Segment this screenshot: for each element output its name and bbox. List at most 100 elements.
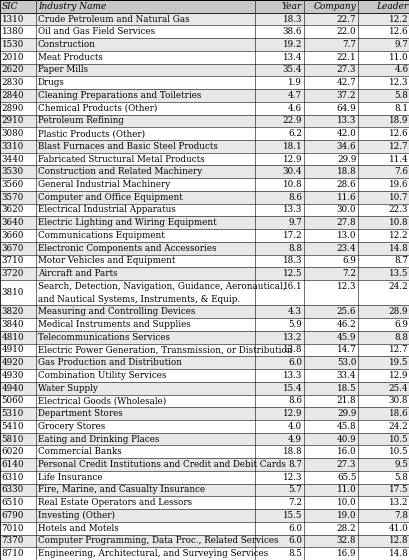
Text: and Nautical Systems, Instruments, & Equip.: and Nautical Systems, Instruments, & Equ… [38,295,239,304]
Text: 38.6: 38.6 [282,27,301,36]
Bar [0,433,409,445]
Text: Chemical Products (Other): Chemical Products (Other) [38,104,157,113]
Text: 7.8: 7.8 [393,511,407,520]
Bar [0,395,409,407]
Text: Fabricated Structural Metal Products: Fabricated Structural Metal Products [38,155,204,164]
Text: 4.6: 4.6 [288,104,301,113]
Text: 10.8: 10.8 [388,218,407,227]
Bar [0,369,409,382]
Text: 13.3: 13.3 [282,206,301,214]
Bar [0,51,409,64]
Text: 45.8: 45.8 [336,422,355,431]
Text: 16.1: 16.1 [282,282,301,291]
Text: 35.4: 35.4 [282,66,301,74]
Text: 40.9: 40.9 [336,435,355,444]
Text: 19.2: 19.2 [282,40,301,49]
Bar [0,76,409,89]
Text: 4.9: 4.9 [288,435,301,444]
Text: 19.6: 19.6 [388,180,407,189]
Text: 3310: 3310 [2,142,24,151]
Text: Motor Vehicles and Equipment: Motor Vehicles and Equipment [38,256,175,265]
Text: 16.0: 16.0 [336,447,355,456]
Text: Eating and Drinking Places: Eating and Drinking Places [38,435,159,444]
Text: 28.2: 28.2 [336,524,355,533]
Text: 41.0: 41.0 [388,524,407,533]
Text: 2620: 2620 [2,66,24,74]
Text: 14.7: 14.7 [336,346,355,354]
Bar [0,547,409,560]
Text: 7.7: 7.7 [342,40,355,49]
Text: Paper Mills: Paper Mills [38,66,88,74]
Text: Electronic Components and Accessories: Electronic Components and Accessories [38,244,216,253]
Bar [0,204,409,216]
Text: 3810: 3810 [2,288,24,297]
Text: 18.3: 18.3 [282,15,301,24]
Bar [0,242,409,255]
Bar [0,153,409,165]
Text: 15.5: 15.5 [282,511,301,520]
Text: 12.6: 12.6 [388,129,407,138]
Text: 8.5: 8.5 [288,549,301,558]
Text: 14.8: 14.8 [388,244,407,253]
Text: 3530: 3530 [2,167,24,176]
Bar [0,115,409,127]
Text: 6.2: 6.2 [288,129,301,138]
Text: 10.5: 10.5 [388,435,407,444]
Text: 12.3: 12.3 [282,473,301,482]
Text: 22.7: 22.7 [336,15,355,24]
Text: 6330: 6330 [2,486,24,494]
Text: 10.0: 10.0 [336,498,355,507]
Text: 12.7: 12.7 [388,142,407,151]
Text: 18.5: 18.5 [336,384,355,393]
Text: 1530: 1530 [2,40,24,49]
Bar [0,102,409,115]
Text: 32.8: 32.8 [336,536,355,545]
Text: 17.2: 17.2 [282,231,301,240]
Text: 9.5: 9.5 [393,460,407,469]
Text: 6020: 6020 [2,447,24,456]
Text: Construction and Related Machinery: Construction and Related Machinery [38,167,202,176]
Text: 24.2: 24.2 [388,422,407,431]
Bar [0,445,409,458]
Bar [0,38,409,51]
Text: 2010: 2010 [2,53,24,62]
Text: Blast Furnaces and Basic Steel Products: Blast Furnaces and Basic Steel Products [38,142,217,151]
Text: 6.0: 6.0 [288,358,301,367]
Text: Electric Lighting and Wiring Equipment: Electric Lighting and Wiring Equipment [38,218,216,227]
Text: 3620: 3620 [2,206,24,214]
Text: 8.8: 8.8 [288,244,301,253]
Text: 4940: 4940 [2,384,24,393]
Text: 8710: 8710 [2,549,24,558]
Bar [0,0,409,13]
Text: 7.2: 7.2 [342,269,355,278]
Text: Electrical Goods (Wholesale): Electrical Goods (Wholesale) [38,396,166,405]
Bar [0,13,409,25]
Text: 22.3: 22.3 [388,206,407,214]
Text: 10.7: 10.7 [388,193,407,202]
Text: 7.2: 7.2 [288,498,301,507]
Bar [0,229,409,242]
Bar [0,382,409,395]
Text: 23.4: 23.4 [336,244,355,253]
Text: 12.9: 12.9 [282,155,301,164]
Text: 24.2: 24.2 [388,282,407,291]
Text: 18.9: 18.9 [388,116,407,125]
Text: 13.2: 13.2 [388,498,407,507]
Text: 6.9: 6.9 [342,256,355,265]
Text: 8.8: 8.8 [393,333,407,342]
Text: Investing (Other): Investing (Other) [38,511,115,520]
Text: 33.4: 33.4 [336,371,355,380]
Bar [0,255,409,267]
Text: 6.0: 6.0 [288,524,301,533]
Text: 4.7: 4.7 [288,91,301,100]
Bar [0,509,409,522]
Text: Construction: Construction [38,40,95,49]
Text: 3840: 3840 [2,320,24,329]
Text: 46.2: 46.2 [336,320,355,329]
Bar [0,331,409,344]
Text: 9.7: 9.7 [288,218,301,227]
Bar [0,420,409,433]
Text: 12.9: 12.9 [388,371,407,380]
Text: 5310: 5310 [2,409,24,418]
Text: 11.6: 11.6 [336,193,355,202]
